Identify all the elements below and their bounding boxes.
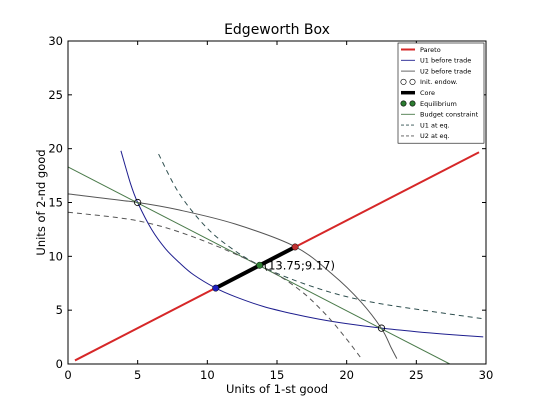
legend-swatch xyxy=(400,78,407,85)
legend-label: U1 before trade xyxy=(420,57,471,65)
y-tick-label: 5 xyxy=(56,303,63,317)
y-tick-label: 25 xyxy=(48,88,63,102)
x-axis-label: Units of 1-st good xyxy=(226,382,328,396)
y-tick-label: 10 xyxy=(48,249,63,263)
legend-label: Pareto xyxy=(420,46,441,54)
series-layer xyxy=(68,150,484,364)
legend-entry-u1-before-trade: U1 before trade xyxy=(401,57,471,65)
y-tick-label: 15 xyxy=(48,196,63,210)
point-core-end-u1 xyxy=(212,284,220,292)
chart-title: Edgeworth Box xyxy=(224,22,330,38)
x-tick-label: 10 xyxy=(200,368,215,382)
x-tick-label: 30 xyxy=(479,368,494,382)
x-tick-label: 15 xyxy=(270,368,285,382)
points-layer: (13.75;9.17) xyxy=(134,198,386,332)
y-tick-label: 30 xyxy=(48,34,63,48)
legend-swatch xyxy=(400,100,407,107)
y-tick-label: 0 xyxy=(56,357,63,371)
point-core-end-u2 xyxy=(291,243,299,251)
legend-label: Equilibrium xyxy=(420,100,457,108)
legend-entry-u2-before-trade: U2 before trade xyxy=(401,67,471,75)
legend-swatch xyxy=(409,78,416,85)
series-u2-before-trade xyxy=(68,193,398,359)
series-u1-before-trade xyxy=(120,150,484,338)
legend-label: Core xyxy=(420,89,435,97)
legend-label: U2 before trade xyxy=(420,67,471,75)
legend-label: U2 at eq. xyxy=(420,132,450,140)
series-core xyxy=(214,245,297,290)
point-equilibrium xyxy=(256,261,264,269)
series-u2-at-eq xyxy=(68,211,361,358)
legend-entry-budget-constraint: Budget constraint xyxy=(401,111,479,119)
legend-entry-u1-at-eq: U1 at eq. xyxy=(401,121,450,129)
x-tick-label: 25 xyxy=(409,368,424,382)
x-tick-label: 0 xyxy=(64,368,71,382)
legend-label: Init. endow. xyxy=(420,78,458,86)
equilibrium-annotation: (13.75;9.17) xyxy=(264,258,335,272)
legend-entry-u2-at-eq: U2 at eq. xyxy=(401,132,450,140)
y-tick-label: 20 xyxy=(48,142,63,156)
ticks-layer: 0 5 10 15 20 25 30 0 5 10 15 20 25 30 xyxy=(48,34,493,382)
legend-entry-pareto: Pareto xyxy=(401,46,441,54)
legend-entry-equilibrium: Equilibrium xyxy=(400,100,457,108)
x-tick-label: 5 xyxy=(134,368,141,382)
y-axis-label: Units of 2-nd good xyxy=(34,149,48,255)
legend-entry-init-endow: Init. endow. xyxy=(400,78,458,86)
legend-swatch xyxy=(409,100,416,107)
point-init-endowment xyxy=(377,324,386,332)
legend-entry-core: Core xyxy=(401,89,435,97)
legend: Pareto U1 before trade U2 before trade Init… xyxy=(397,42,485,144)
legend-label: Budget constraint xyxy=(420,111,479,119)
x-tick-label: 20 xyxy=(339,368,354,382)
series-u1-at-eq xyxy=(158,153,484,320)
legend-label: U1 at eq. xyxy=(420,121,450,129)
point-init-endowment xyxy=(134,198,142,207)
